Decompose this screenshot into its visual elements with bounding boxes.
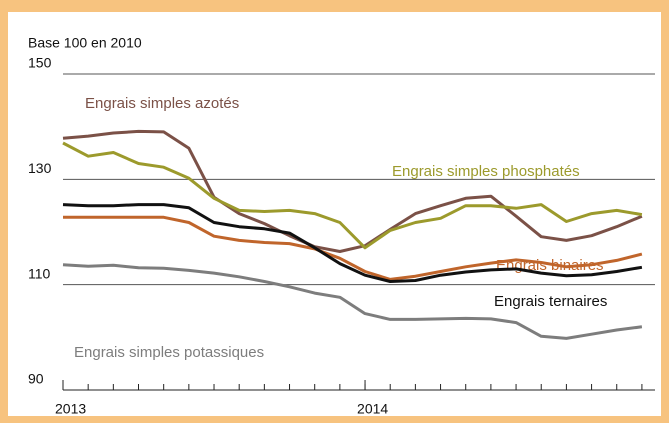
- series-line: [62, 129, 643, 253]
- series-label: Engrais ternaires: [494, 293, 607, 310]
- y-tick-label: 150: [28, 55, 52, 71]
- plot-panel: [8, 12, 661, 416]
- y-tick-label: 110: [28, 265, 51, 281]
- y-tick-label: 90: [28, 371, 44, 387]
- y-axis-label: Base 100 en 2010: [28, 35, 142, 51]
- series-label: Engrais simples phosphatés: [392, 163, 580, 180]
- series-line: [63, 215, 643, 281]
- series-line: [62, 263, 643, 340]
- y-tick-label: 130: [28, 160, 52, 176]
- x-tick-label: 2013: [55, 401, 86, 417]
- series-label: Engrais simples azotés: [85, 95, 239, 112]
- series-label: Engrais simples potassiques: [74, 344, 264, 361]
- series-label: Engrais binaires: [496, 257, 604, 274]
- series-line: [62, 203, 643, 283]
- series-line: [62, 141, 643, 250]
- x-tick-label: 2014: [357, 401, 388, 417]
